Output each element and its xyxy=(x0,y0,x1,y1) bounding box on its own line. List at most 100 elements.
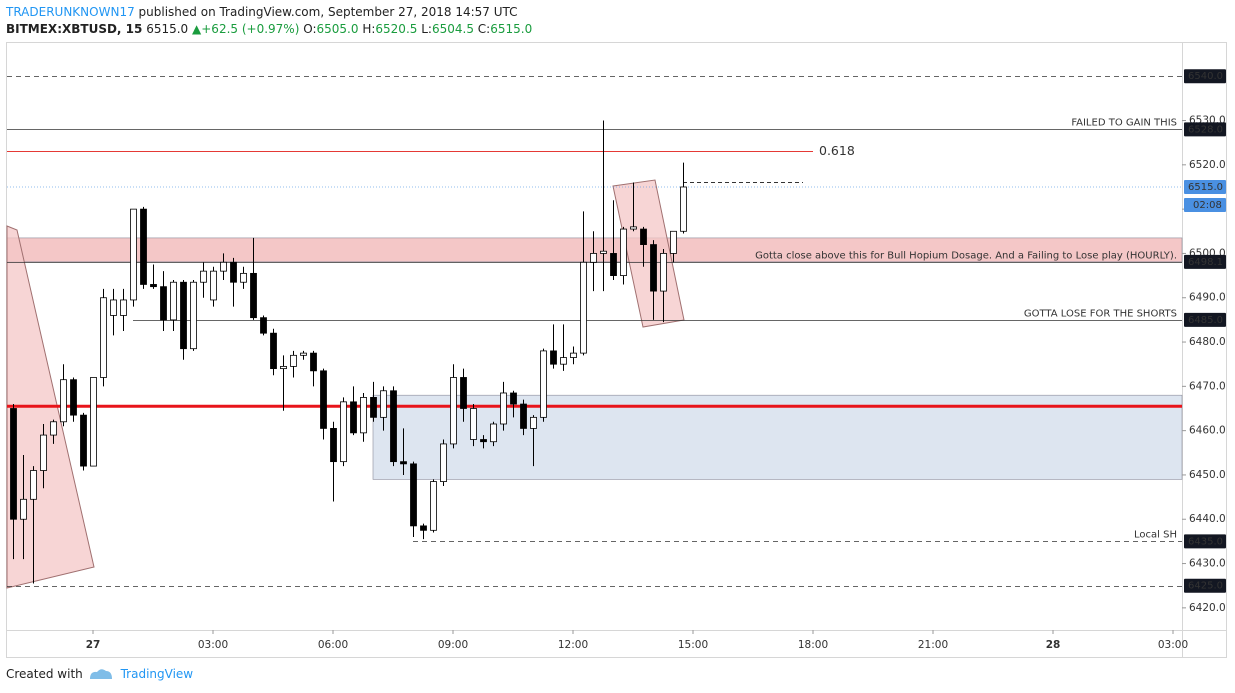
candle-body xyxy=(190,281,197,350)
candle-body xyxy=(290,354,297,367)
candle-body xyxy=(120,299,127,316)
ohlc-value: 6520.5 xyxy=(375,22,418,36)
logo-cloud xyxy=(90,669,112,679)
ohlc-key: H: xyxy=(362,22,376,36)
candle-body xyxy=(320,370,327,429)
y-tick-label: 6460.0 xyxy=(1189,425,1226,437)
candle-body xyxy=(610,253,617,276)
level-label-box xyxy=(1184,534,1226,549)
candle-body xyxy=(460,377,467,409)
header: TRADERUNKNOWN17 published on TradingView… xyxy=(6,4,532,38)
candle-body xyxy=(570,352,577,358)
ohlc-key: L: xyxy=(421,22,432,36)
candle-body xyxy=(280,366,287,370)
frame xyxy=(6,42,1227,658)
candle-body xyxy=(640,228,647,245)
candle-body xyxy=(380,390,387,418)
ohlc-value: 6505.0 xyxy=(316,22,359,36)
candle-body xyxy=(440,443,447,482)
candle-body xyxy=(270,332,277,370)
created-with: Created with xyxy=(6,667,83,681)
level-label: 6498.1 xyxy=(1188,257,1223,268)
logo xyxy=(90,669,112,679)
candle-body xyxy=(60,379,67,423)
ohlc: O:6505.0 H:6520.5 L:6504.5 C:6515.0 xyxy=(303,22,532,36)
level-label-box xyxy=(1184,312,1226,327)
candle-body xyxy=(480,439,487,443)
level-label-box xyxy=(1184,578,1226,593)
y-tick-label: 6470.0 xyxy=(1189,380,1226,392)
header-line-1: TRADERUNKNOWN17 published on TradingView… xyxy=(6,4,532,21)
candle-body xyxy=(630,226,637,230)
background-layer xyxy=(6,179,1183,589)
level-label: 6485.0 xyxy=(1188,315,1223,326)
ohlc-key: O: xyxy=(303,22,317,36)
author[interactable]: TRADERUNKNOWN17 xyxy=(6,5,135,19)
level-label-box xyxy=(1184,254,1226,269)
y-tick-label: 6520.0 xyxy=(1189,159,1226,171)
candle-body xyxy=(70,379,77,416)
candle-body xyxy=(310,352,317,372)
last-price-label-box xyxy=(1184,179,1226,194)
candle-body xyxy=(620,228,627,276)
level-label: 6528.0 xyxy=(1188,124,1223,135)
candle-body xyxy=(10,408,17,520)
price: 6515.0 xyxy=(146,22,189,36)
y-tick-label: 6430.0 xyxy=(1189,558,1226,570)
x-tick-label: 09:00 xyxy=(438,639,468,651)
x-tick-label: 21:00 xyxy=(918,639,948,651)
candle-body xyxy=(170,281,177,321)
candle-body xyxy=(670,230,677,254)
ohlc-value: 6515.0 xyxy=(490,22,533,36)
level-label-box xyxy=(1184,122,1226,137)
candle-body xyxy=(100,297,107,378)
brand[interactable]: TradingView xyxy=(120,667,194,681)
countdown-box xyxy=(1184,197,1226,212)
candle-body xyxy=(160,286,167,321)
candle-body xyxy=(130,208,137,301)
last-price-label: 6515.0 xyxy=(1188,182,1223,193)
candle-body xyxy=(30,470,37,500)
candle-body xyxy=(80,414,87,467)
candle-body xyxy=(230,261,237,283)
x-tick-label: 27 xyxy=(86,639,101,651)
candle-body xyxy=(550,350,557,365)
level-note: GOTTA LOSE FOR THE SHORTS xyxy=(1024,309,1177,320)
candle-body xyxy=(540,350,547,418)
candle-body xyxy=(530,416,537,429)
y-tick-label: 6490.0 xyxy=(1189,292,1226,304)
candle-body xyxy=(360,397,367,434)
y-tick-label: 6480.0 xyxy=(1189,336,1226,348)
symbol: BITMEX:XBTUSD, 15 xyxy=(6,22,143,36)
change: +62.5 (+0.97%) xyxy=(201,22,300,36)
candle-body xyxy=(370,397,377,418)
candle-body xyxy=(660,253,667,292)
candle-body xyxy=(110,299,117,316)
candle-body xyxy=(490,423,497,443)
candle-body xyxy=(390,390,397,463)
zone xyxy=(372,394,1183,480)
candle-body xyxy=(140,208,147,285)
fib-label: 0.618 xyxy=(819,143,855,158)
candle-body xyxy=(580,261,587,354)
candle-body xyxy=(260,317,267,334)
candle-body xyxy=(510,392,517,405)
countdown: 02:08 xyxy=(1193,200,1222,211)
candle-body xyxy=(240,272,247,283)
candle-body xyxy=(500,392,507,425)
y-tick-label: 6420.0 xyxy=(1189,602,1226,614)
candle-body xyxy=(40,434,47,471)
ohlc-value: 6504.5 xyxy=(431,22,474,36)
level-label: 6435.0 xyxy=(1188,536,1223,547)
candle-body xyxy=(250,272,257,319)
level-note: Local SH xyxy=(1134,530,1177,541)
candle-body xyxy=(210,270,217,301)
candle-body xyxy=(150,284,157,288)
x-tick-label: 18:00 xyxy=(798,639,828,651)
chart: 6420.0 6430.0 6440.0 6450.0 6460.0 6470.0 6480… xyxy=(6,42,1227,658)
up-arrow: ▲ xyxy=(192,22,202,36)
y-tick-label: 6450.0 xyxy=(1189,469,1226,481)
ohlc-key: C: xyxy=(477,22,491,36)
candle-body xyxy=(350,401,357,434)
